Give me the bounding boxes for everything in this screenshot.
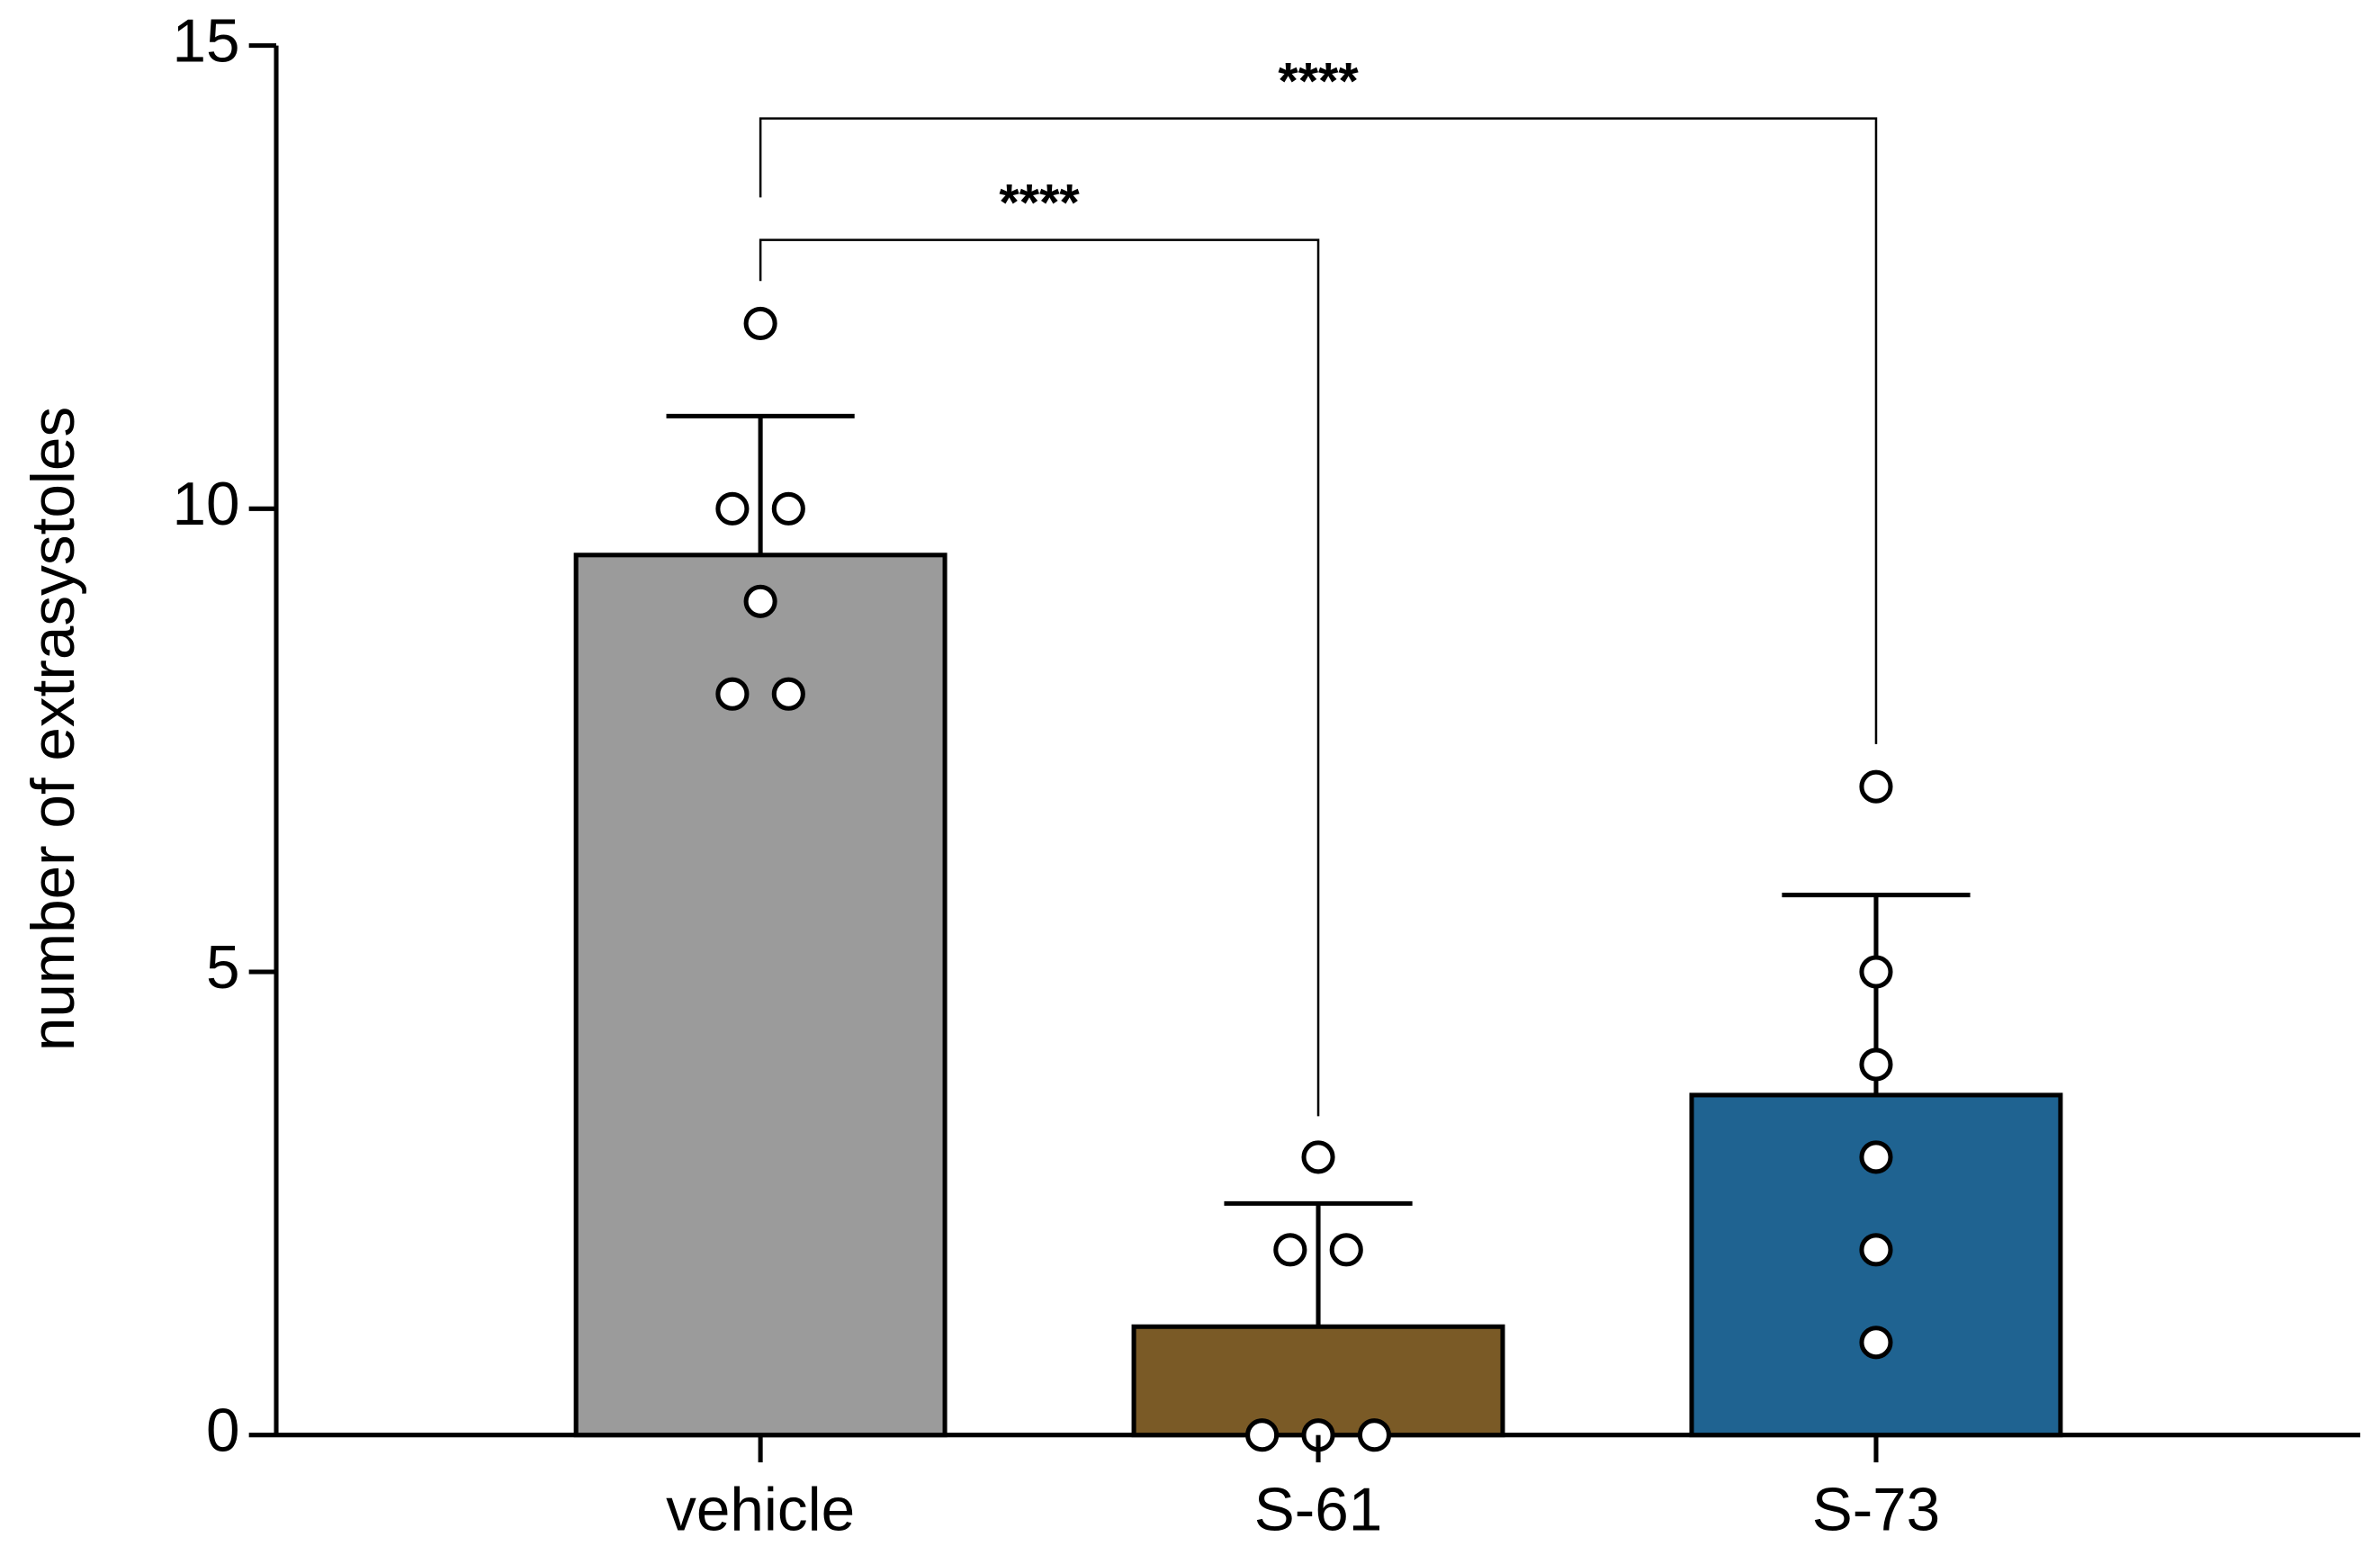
- significance-label: ****: [1278, 53, 1359, 111]
- significance-label: ****: [999, 175, 1080, 232]
- y-axis-label: number of extrasystoles: [20, 407, 87, 1051]
- data-point: [743, 306, 777, 340]
- data-point: [1859, 955, 1893, 989]
- significance-bracket: [759, 117, 1878, 744]
- data-point: [771, 677, 805, 711]
- data-point: [715, 677, 750, 711]
- data-point: [1859, 769, 1893, 804]
- data-point: [1301, 1140, 1335, 1174]
- bar: [573, 553, 948, 1438]
- data-point: [771, 491, 805, 526]
- x-tick-label: S-61: [1254, 1476, 1382, 1543]
- y-tick-label: 15: [172, 7, 239, 75]
- data-point: [1859, 1233, 1893, 1267]
- data-point: [1859, 1047, 1893, 1082]
- data-point: [1273, 1233, 1307, 1267]
- data-point: [1859, 1140, 1893, 1174]
- data-point: [715, 491, 750, 526]
- y-tick-label: 10: [172, 471, 239, 538]
- data-point: [1245, 1418, 1280, 1452]
- x-tick-label: S-73: [1812, 1476, 1940, 1543]
- data-point: [743, 584, 777, 618]
- data-point: [1357, 1418, 1392, 1452]
- x-tick-label: vehicle: [666, 1476, 855, 1543]
- data-point: [1859, 1326, 1893, 1360]
- y-tick-label: 5: [206, 934, 240, 1002]
- y-tick-label: 0: [206, 1398, 240, 1465]
- data-point: [1329, 1233, 1363, 1267]
- significance-bracket: [759, 238, 1320, 1117]
